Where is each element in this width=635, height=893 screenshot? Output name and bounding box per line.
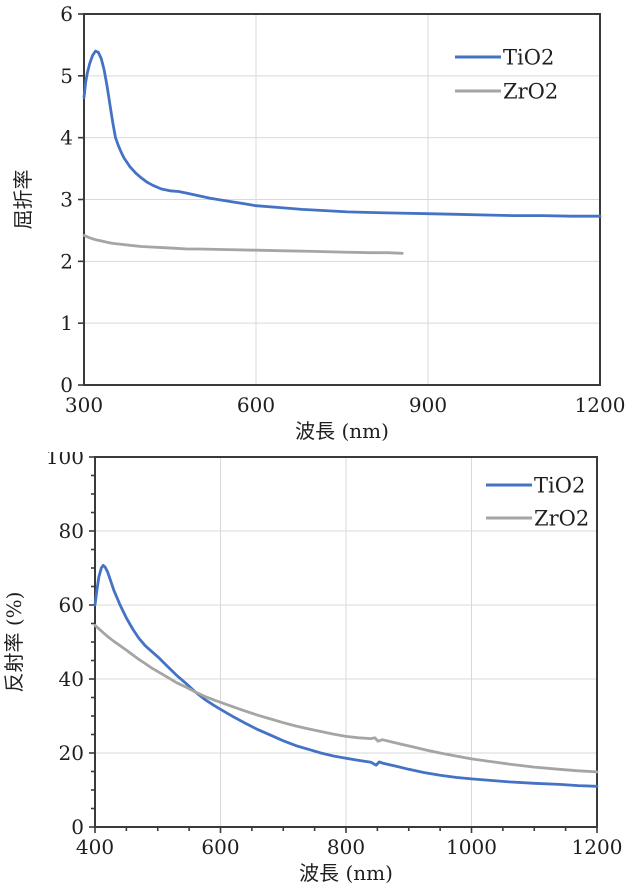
svg-text:60: 60 (59, 593, 84, 617)
x-axis-title: 波長 (nm) (295, 419, 389, 443)
reflectance-chart: 0 20 40 60 80 100 400 600 800 1000 1200 波長 (nm) 反射率 … (0, 445, 635, 893)
legend-label-TiO2: TiO2 (503, 46, 554, 70)
svg-text:3: 3 (60, 188, 73, 212)
svg-text:4: 4 (60, 126, 73, 150)
legend-label-TiO2: TiO2 (534, 474, 585, 498)
gridlines (84, 14, 600, 385)
svg-text:80: 80 (59, 519, 84, 543)
svg-text:600: 600 (237, 393, 275, 417)
refractive-index-plot: 0 1 2 3 4 5 6 300 600 900 1200 波長 (nm) 屈折率 TiO2 ZrO2 (11, 2, 626, 443)
svg-text:900: 900 (409, 393, 447, 417)
x-tick-labels: 300 600 900 1200 (65, 393, 626, 417)
svg-text:2: 2 (60, 249, 73, 273)
gridlines (95, 457, 597, 827)
svg-text:600: 600 (201, 835, 239, 859)
series-ZrO2-line (93, 623, 599, 774)
y-tick-labels: 0 20 40 60 80 100 (46, 445, 84, 839)
svg-text:0: 0 (60, 373, 73, 397)
svg-text:1200: 1200 (572, 835, 623, 859)
series-ZrO2-line (82, 233, 404, 255)
legend-label-ZrO2: ZrO2 (503, 80, 558, 104)
tick-marks (89, 456, 598, 833)
refractive-index-chart: 0 1 2 3 4 5 6 300 600 900 1200 波長 (nm) 屈折率 TiO2 ZrO2 (11, 2, 626, 443)
x-tick-labels: 400 600 800 1000 1200 (76, 835, 623, 859)
svg-text:1000: 1000 (446, 835, 497, 859)
legend-label-ZrO2: ZrO2 (534, 507, 589, 531)
y-axis-title: 反射率 (%) (2, 592, 26, 693)
svg-text:100: 100 (46, 452, 84, 469)
svg-text:1: 1 (60, 311, 73, 335)
svg-text:800: 800 (327, 835, 365, 859)
svg-text:0: 0 (71, 815, 84, 839)
svg-text:20: 20 (59, 741, 84, 765)
tick-marks (78, 13, 84, 386)
svg-text:400: 400 (76, 835, 114, 859)
y-axis-title: 屈折率 (11, 170, 35, 230)
svg-text:6: 6 (60, 2, 73, 26)
series-TiO2-line (82, 49, 602, 218)
svg-text:5: 5 (60, 64, 73, 88)
series-TiO2-line (93, 564, 599, 788)
svg-text:40: 40 (59, 667, 84, 691)
svg-text:1200: 1200 (575, 393, 626, 417)
y-tick-labels: 0 1 2 3 4 5 6 (60, 2, 73, 397)
x-axis-title: 波長 (nm) (299, 861, 393, 885)
reflectance-plot: 0 20 40 60 80 100 400 600 800 1000 1200 波長 (nm) 反射率 … (2, 445, 623, 885)
legend: TiO2 ZrO2 (486, 474, 589, 531)
svg-text:300: 300 (65, 393, 103, 417)
legend: TiO2 ZrO2 (455, 46, 558, 104)
